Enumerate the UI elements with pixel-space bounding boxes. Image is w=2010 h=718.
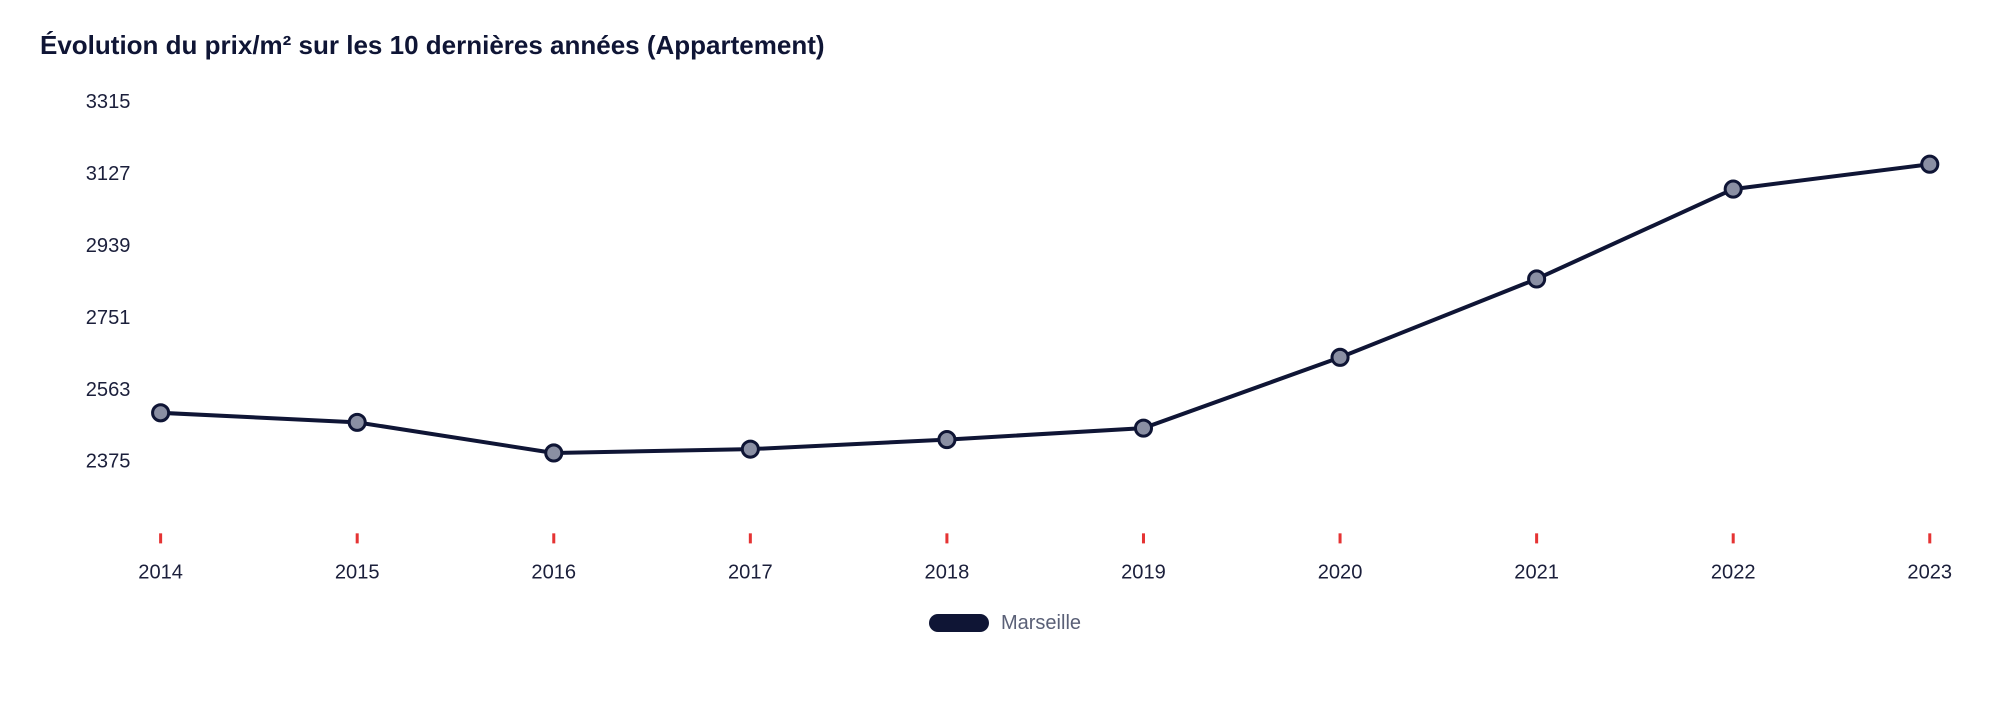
y-tick-label: 2375 [86, 451, 131, 473]
data-point [546, 445, 562, 461]
x-tick-mark [1339, 533, 1342, 543]
x-tick-label: 2021 [1514, 562, 1559, 584]
x-tick-label: 2014 [138, 562, 183, 584]
x-tick-mark [945, 533, 948, 543]
data-point [1725, 181, 1741, 197]
chart-svg: 2375 2563 2751 2939 3127 3315 2014 2015 2016 2017… [40, 81, 1970, 604]
x-tick-mark [356, 533, 359, 543]
x-tick-mark [1928, 533, 1931, 543]
y-tick-label: 3127 [86, 163, 131, 185]
x-tick-mark [1535, 533, 1538, 543]
chart-title: Évolution du prix/m² sur les 10 dernière… [40, 30, 1970, 61]
data-point [742, 441, 758, 457]
data-point [939, 432, 955, 448]
data-point [153, 405, 169, 421]
x-tick-mark [552, 533, 555, 543]
y-tick-label: 2563 [86, 379, 131, 401]
x-tick-label: 2023 [1907, 562, 1952, 584]
data-point [1529, 271, 1545, 287]
y-tick-label: 2751 [86, 307, 131, 329]
legend: Marseille [40, 612, 1970, 635]
y-tick-label: 2939 [86, 235, 131, 257]
legend-swatch [929, 614, 989, 632]
x-tick-label: 2020 [1318, 562, 1363, 584]
y-tick: 3127 [86, 163, 131, 185]
x-tick-label: 2019 [1121, 562, 1166, 584]
x-tick-mark [749, 533, 752, 543]
data-point [1922, 156, 1938, 172]
y-tick: 2375 [86, 451, 131, 473]
x-tick-label: 2022 [1711, 562, 1756, 584]
x-tick-mark [1732, 533, 1735, 543]
x-tick-label: 2015 [335, 562, 380, 584]
x-tick-label: 2016 [531, 562, 576, 584]
y-tick: 3315 [86, 91, 131, 113]
data-point [1135, 420, 1151, 436]
y-tick: 2563 [86, 379, 131, 401]
x-tick-label: 2018 [925, 562, 970, 584]
y-tick: 2751 [86, 307, 131, 329]
series-line [161, 164, 1930, 453]
x-tick-label: 2017 [728, 562, 773, 584]
x-tick-mark [1142, 533, 1145, 543]
data-point [349, 414, 365, 430]
line-chart: 2375 2563 2751 2939 3127 3315 2014 2015 2016 2017… [40, 81, 1970, 604]
y-tick: 2939 [86, 235, 131, 257]
y-tick-label: 3315 [86, 91, 131, 113]
data-point [1332, 349, 1348, 365]
legend-label: Marseille [1001, 612, 1081, 635]
x-tick-mark [159, 533, 162, 543]
